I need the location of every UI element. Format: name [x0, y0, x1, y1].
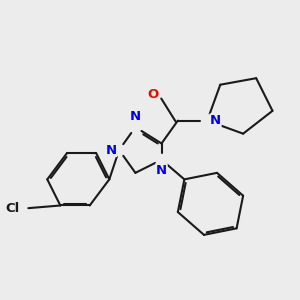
- Text: N: N: [130, 110, 141, 123]
- Text: N: N: [210, 114, 221, 127]
- Text: O: O: [148, 88, 159, 101]
- Text: N: N: [156, 164, 167, 177]
- Text: Cl: Cl: [5, 202, 20, 215]
- Text: N: N: [105, 143, 116, 157]
